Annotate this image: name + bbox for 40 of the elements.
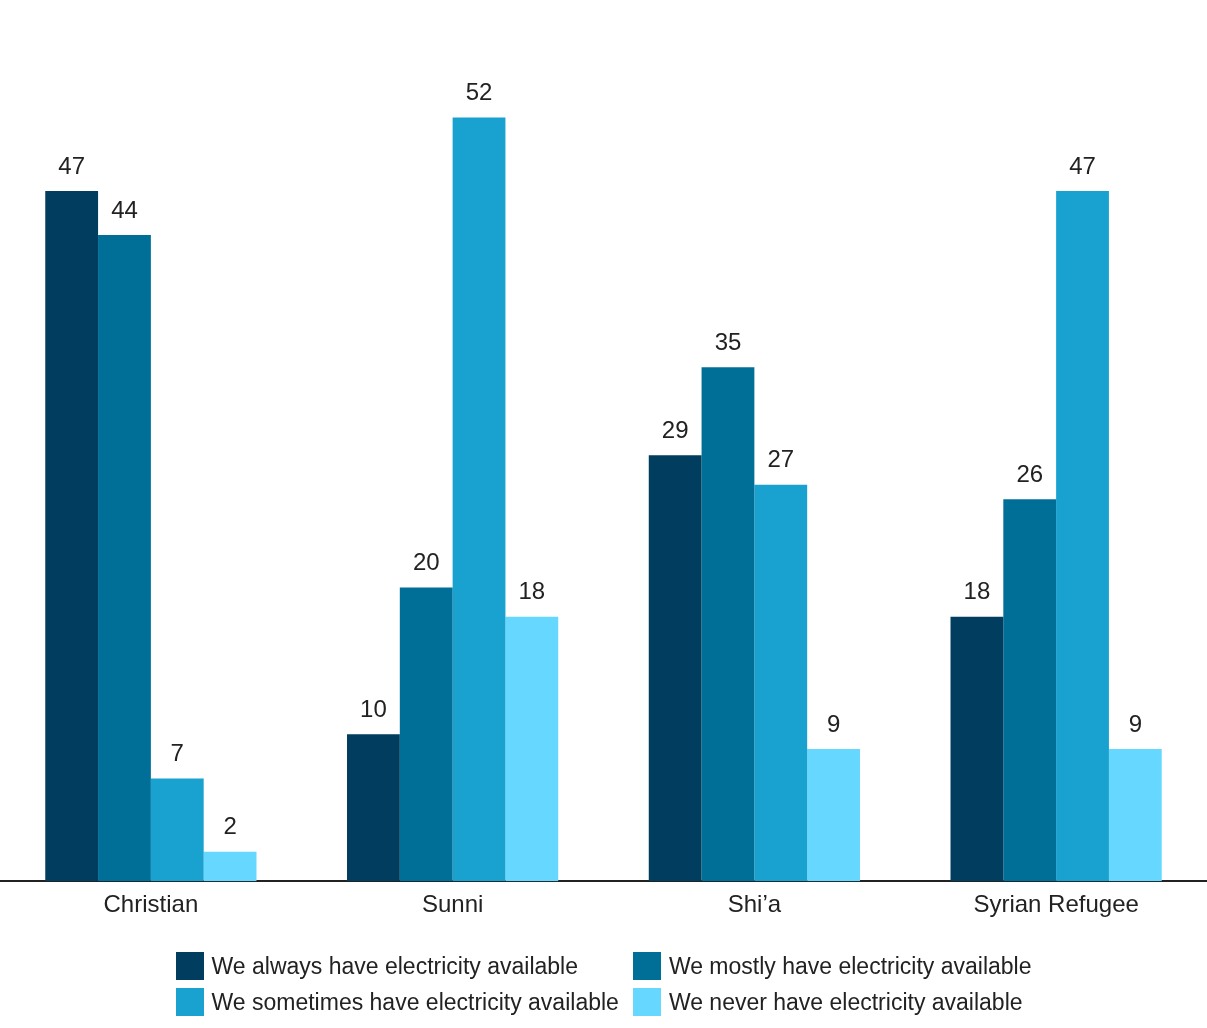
bar (701, 367, 755, 882)
bar (203, 851, 257, 882)
data-label: 44 (111, 195, 138, 223)
data-label: 9 (1128, 709, 1143, 737)
data-label: 35 (714, 327, 742, 355)
legend-label: We sometimes have electricity available (211, 988, 619, 1016)
bar (950, 616, 1004, 882)
legend-label: We never have electricity available (668, 988, 1023, 1016)
bar (150, 778, 204, 882)
x-tick-label: Syrian Refugee (973, 890, 1139, 918)
bar (45, 190, 99, 882)
data-label: 2 (223, 812, 237, 840)
x-tick-label: Christian (103, 890, 199, 918)
bar (807, 749, 860, 882)
data-label: 29 (661, 415, 689, 443)
data-label: 10 (360, 694, 387, 722)
data-label: 52 (465, 78, 493, 106)
data-label: 47 (58, 151, 86, 179)
data-label: 20 (412, 548, 440, 576)
bar (347, 734, 400, 882)
data-label: 9 (826, 709, 841, 737)
data-label: 26 (1016, 459, 1044, 487)
data-label: 7 (170, 739, 184, 767)
bar (648, 455, 702, 882)
data-label: 47 (1069, 151, 1096, 179)
data-label: 18 (963, 577, 991, 605)
data-label: 27 (767, 445, 795, 473)
legend-label: We always have electricity available (211, 952, 578, 980)
bar (399, 587, 453, 882)
bar (505, 616, 559, 882)
bar (754, 484, 808, 882)
bar (1003, 499, 1057, 882)
bar (452, 117, 506, 882)
bar (98, 234, 151, 882)
bar (1056, 190, 1109, 882)
legend-label: We mostly have electricity available (668, 952, 1032, 980)
bar (1108, 749, 1162, 882)
x-tick-label: Shi’a (727, 890, 782, 918)
x-tick-label: Sunni (421, 890, 484, 918)
data-label: 18 (518, 577, 546, 605)
